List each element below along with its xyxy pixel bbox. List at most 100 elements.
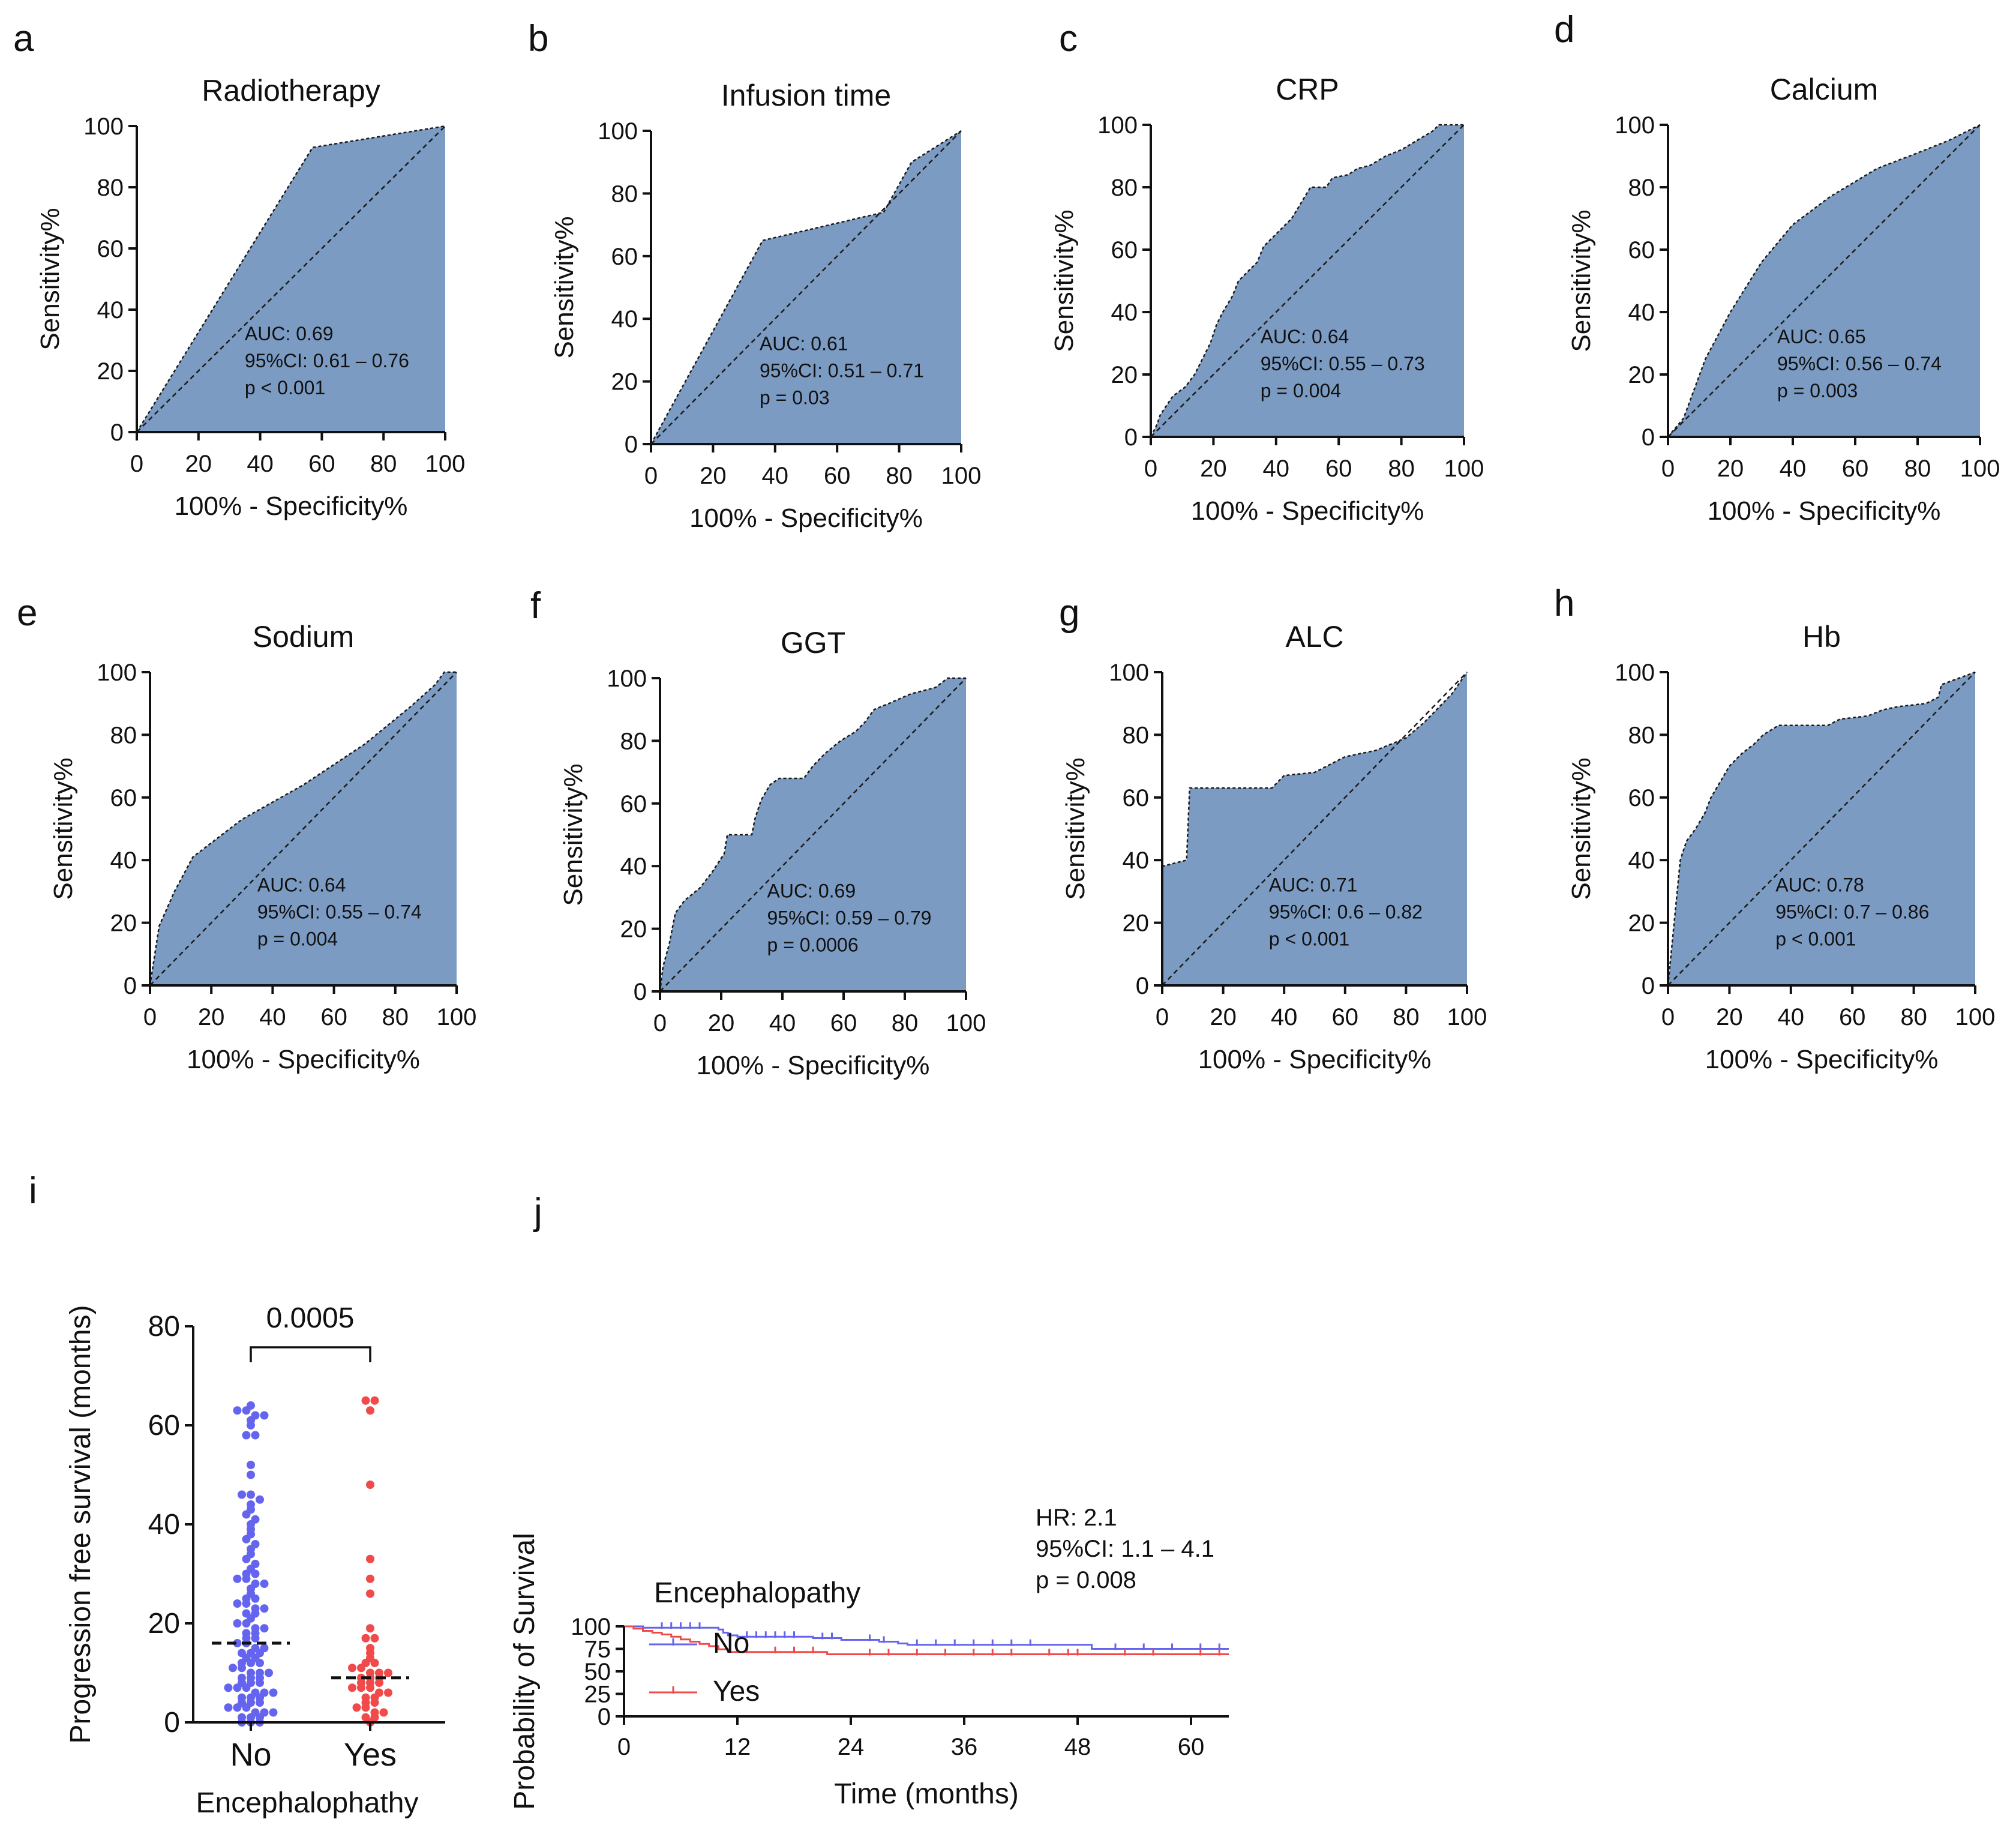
x-tick-label: 100 [941,463,982,489]
y-tick-label: 40 [97,297,124,323]
stat-line: AUC: 0.69 [245,323,334,344]
y-tick-label: 60 [1628,785,1655,811]
y-tick-label: 80 [611,181,638,207]
roc-curve [1667,671,1976,986]
y-axis-label: Sensitivity% [49,757,78,900]
stat-line: p = 0.0006 [767,934,859,955]
y-tick-label: 50 [584,1659,611,1685]
y-tick-label: 20 [1628,362,1655,388]
x-tick-label: 80 [1388,455,1415,482]
x-axis-label: 100% - Specificity% [697,1051,930,1080]
y-tick-label: 60 [110,785,137,811]
data-point [260,1411,269,1420]
data-point [251,1708,260,1717]
stat-line: p = 0.003 [1777,380,1858,401]
data-point [247,1461,255,1469]
x-tick-label: 60 [1839,1004,1866,1030]
data-point [366,1589,374,1598]
x-tick-label: 100 [437,1004,477,1030]
x-tick-label: 100 [1447,1004,1487,1030]
data-point [370,1708,379,1717]
data-point [251,1604,260,1613]
x-tick-label: 40 [1271,1004,1298,1030]
data-point [242,1609,251,1618]
x-tick-label: 40 [1780,455,1807,482]
data-point [348,1683,356,1692]
x-tick-label: 60 [1842,455,1869,482]
data-point [366,1668,374,1677]
data-point [361,1713,370,1722]
x-tick-label: 100 [946,1010,986,1036]
data-point [247,1470,255,1479]
legend-title: Encephalopathy [654,1577,860,1609]
stat-line: AUC: 0.61 [760,332,848,354]
stat-line: 95%CI: 0.61 – 0.76 [245,350,409,371]
panel-letter: g [1059,592,1079,634]
x-tick-label: 40 [1778,1004,1805,1030]
reference-diagonal [136,125,446,433]
data-point [238,1490,246,1499]
x-axis-label: Encephalophathy [196,1787,419,1819]
data-point [366,1574,374,1583]
chart-title: Sodium [253,620,355,654]
data-point [269,1688,278,1697]
y-tick-label: 80 [1123,722,1150,748]
comparison-p-value: 0.0005 [266,1302,355,1334]
x-tick-label: No [230,1737,271,1773]
x-tick-label: 60 [1332,1004,1359,1030]
legend-label: Yes [713,1676,760,1707]
x-tick-label: 0 [644,463,658,489]
x-tick-label: 60 [824,463,851,489]
panel-letter: h [1554,583,1574,624]
x-tick-label: 0 [143,1004,157,1030]
data-point [366,1481,374,1489]
x-axis-label: 100% - Specificity% [175,492,408,521]
y-tick-label: 0 [598,1704,611,1730]
y-tick-label: 20 [611,369,638,395]
stat-line: AUC: 0.65 [1777,326,1866,347]
data-point [247,1401,255,1410]
stat-line: AUC: 0.78 [1775,874,1864,895]
chart-title: Calcium [1770,73,1879,106]
y-tick-label: 100 [571,1614,611,1640]
data-point [251,1431,260,1440]
panel-letter: b [528,18,548,59]
y-tick-label: 100 [1109,660,1149,686]
data-point [251,1580,260,1588]
data-point [260,1644,269,1653]
data-point [260,1708,269,1717]
data-point [366,1624,374,1633]
data-point [370,1396,379,1405]
roc-panel-g: 0 20 40 60 80 100 0 20 40 60 80 100 ALC 100% - Specif… [1059,592,1487,1074]
data-point [242,1629,251,1638]
chart-title: Infusion time [721,79,891,112]
data-point [251,1540,260,1548]
y-tick-label: 60 [1628,237,1655,263]
y-tick-label: 40 [1628,847,1655,874]
y-tick-label: 100 [1615,660,1655,686]
roc-curve [149,671,457,986]
reference-diagonal [1667,672,1976,986]
stat-line: p = 0.03 [760,386,830,408]
survival-curve [624,1625,1229,1650]
x-tick-label: 20 [1200,455,1227,482]
data-point [375,1668,383,1677]
stat-line: 95%CI: 0.7 – 0.86 [1775,901,1929,922]
data-point [233,1406,242,1415]
stat-line: p = 0.008 [1036,1567,1136,1593]
data-point [370,1634,379,1643]
data-point [247,1500,255,1509]
roc-panel-d: 0 20 40 60 80 100 0 20 40 60 80 100 Calcium 100% - Sp… [1554,9,2000,526]
data-point [375,1688,383,1697]
data-point [247,1490,255,1499]
x-tick-label: 60 [830,1010,857,1036]
chart-title: GGT [781,626,845,660]
y-tick-label: 100 [97,660,137,686]
roc-panel-c: 0 20 40 60 80 100 0 20 40 60 80 100 CRP 100% - Specif… [1049,18,1484,526]
y-tick-label: 100 [607,666,647,692]
data-point [361,1693,370,1702]
roc-area [137,126,445,432]
y-tick-label: 80 [620,728,647,754]
y-tick-label: 60 [148,1410,180,1442]
x-tick-label: 80 [886,463,913,489]
